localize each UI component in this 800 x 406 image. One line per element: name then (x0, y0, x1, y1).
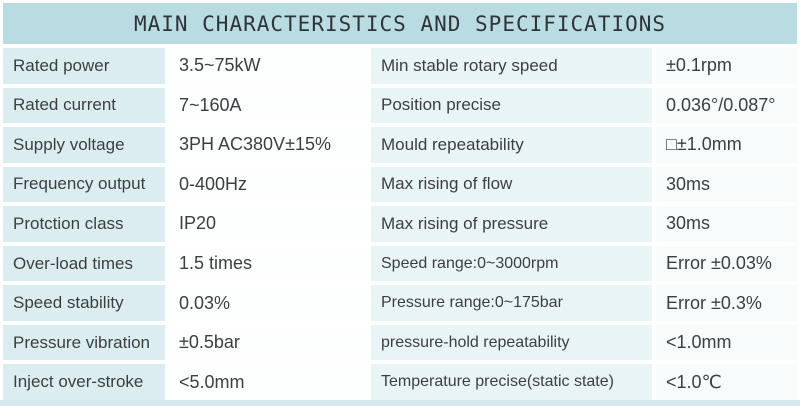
spec-value: 0-400Hz (169, 166, 367, 203)
spec-value: 3.5~75kW (169, 48, 367, 84)
spec-value: Error ±0.03% (656, 245, 797, 282)
spec-label: Position precise (371, 87, 652, 124)
spec-value: 0.036°/0.087° (656, 87, 797, 124)
table-title: MAIN CHARACTERISTICS AND SPECIFICATIONS (3, 3, 797, 44)
spec-value: ±0.1rpm (656, 48, 797, 84)
spec-label: Speed stability (3, 285, 165, 321)
spec-value: 30ms (656, 166, 797, 203)
spec-label: Pressure range:0~175bar (371, 285, 652, 321)
spec-label: Frequency output (3, 166, 165, 203)
spec-label: Speed range:0~3000rpm (371, 245, 652, 282)
spec-label: Over-load times (3, 245, 165, 282)
spec-label: Protction class (3, 206, 165, 242)
spec-label: Max rising of flow (371, 166, 652, 203)
spec-value: 7~160A (169, 87, 367, 124)
spec-value: 1.5 times (169, 245, 367, 282)
spec-value: 30ms (656, 206, 797, 242)
spec-table: Rated power 3.5~75kW Min stable rotary s… (3, 48, 797, 400)
spec-value: Error ±0.3% (656, 285, 797, 321)
spec-label: Rated current (3, 87, 165, 124)
spec-value: ±0.5bar (169, 324, 367, 361)
spec-value: <1.0mm (656, 324, 797, 361)
spec-label: Temperature precise(static state) (371, 364, 652, 400)
spec-label: Max rising of pressure (371, 206, 652, 242)
spec-value: □±1.0mm (656, 127, 797, 163)
bottom-border (0, 400, 800, 406)
spec-label: Min stable rotary speed (371, 48, 652, 84)
spec-label: Mould repeatability (371, 127, 652, 163)
spec-label: Pressure vibration (3, 324, 165, 361)
spec-label: Rated power (3, 48, 165, 84)
spec-value: IP20 (169, 206, 367, 242)
spec-value: <1.0℃ (656, 364, 797, 400)
spec-label: Inject over-stroke (3, 364, 165, 400)
spec-value: 3PH AC380V±15% (169, 127, 367, 163)
spec-label: pressure-hold repeatability (371, 324, 652, 361)
spec-value: <5.0mm (169, 364, 367, 400)
spec-label: Supply voltage (3, 127, 165, 163)
spec-value: 0.03% (169, 285, 367, 321)
